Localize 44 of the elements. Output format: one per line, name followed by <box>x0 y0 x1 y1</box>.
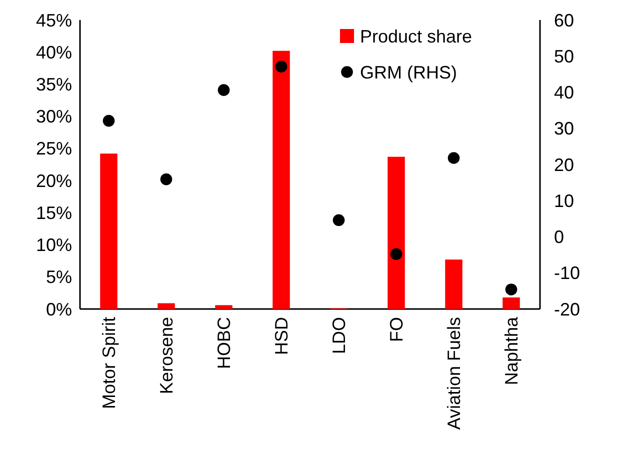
point <box>332 214 345 226</box>
y2-tick-label: 20 <box>554 154 574 175</box>
point <box>275 60 288 73</box>
y2-tick-label: 50 <box>554 46 574 66</box>
y-tick-label: 15% <box>36 202 72 223</box>
y2-tick-label: 60 <box>554 10 574 30</box>
point <box>102 114 115 127</box>
y-tick-label: 45% <box>36 10 72 30</box>
legend-label: GRM (RHS) <box>360 62 457 82</box>
bar <box>215 305 232 309</box>
legend-label: Product share <box>360 26 472 46</box>
point <box>448 152 460 164</box>
y2-tick-label: 0 <box>554 227 564 248</box>
x-tick-label: Motor Spirit <box>99 317 120 410</box>
x-tick-label: Aviation Fuels <box>444 317 464 430</box>
bar <box>100 154 118 309</box>
y-tick-label: 30% <box>36 106 72 127</box>
y2-tick-label: -20 <box>554 299 580 320</box>
point <box>160 173 172 186</box>
y-tick-label: 35% <box>36 74 72 95</box>
point <box>505 284 518 296</box>
y2-tick-label: 30 <box>554 118 574 139</box>
x-tick-label: Kerosene <box>156 317 177 394</box>
y2-tick-label: 10 <box>554 190 574 211</box>
y-tick-label: 40% <box>36 42 72 62</box>
y-tick-label: 20% <box>36 170 72 191</box>
point <box>390 248 402 260</box>
y2-tick-label: -10 <box>554 263 580 284</box>
x-tick-label: Naphtha <box>502 316 522 386</box>
y-tick-label: 0% <box>46 299 72 320</box>
x-tick-label: LDO <box>329 317 350 354</box>
y-tick-label: 5% <box>46 267 72 288</box>
x-tick-label: FO <box>386 317 407 342</box>
x-tick-label: HSD <box>272 317 292 356</box>
y2-tick-label: 40 <box>554 82 574 103</box>
bar <box>388 156 405 309</box>
bar <box>158 303 175 309</box>
y-tick-label: 10% <box>36 235 72 256</box>
bar <box>272 50 290 309</box>
bar <box>502 297 520 309</box>
point <box>218 84 230 96</box>
y-tick-label: 25% <box>36 138 72 159</box>
bar <box>445 260 462 309</box>
x-tick-label: HOBC <box>214 317 234 370</box>
